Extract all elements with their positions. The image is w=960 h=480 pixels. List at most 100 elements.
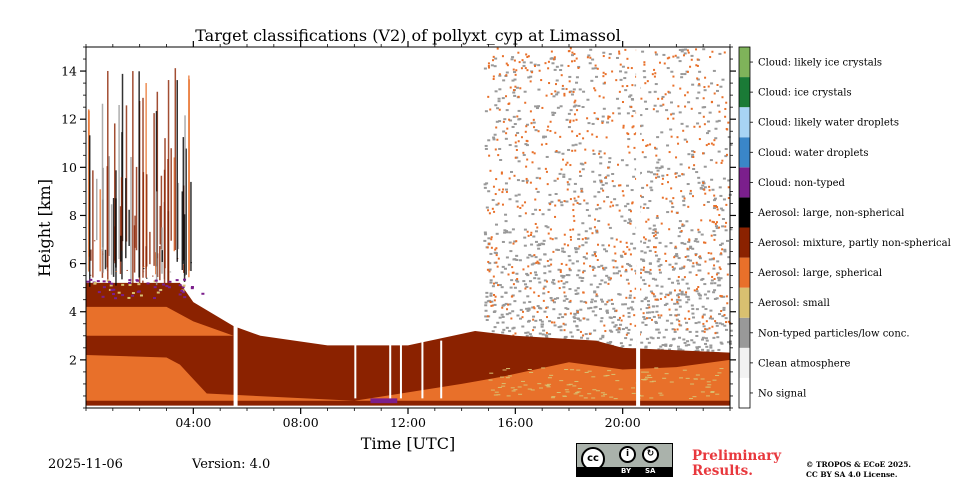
speckle-large-spherical <box>647 218 650 221</box>
column-streak <box>101 103 104 252</box>
speckle-particle <box>706 132 710 135</box>
speckle-large-spherical <box>703 188 706 191</box>
speckle-particle <box>601 183 605 186</box>
speckle-particle <box>522 64 526 67</box>
speckle-small-aerosol <box>609 396 614 398</box>
speckle-particle <box>570 335 574 338</box>
speckle-particle <box>565 200 569 203</box>
speckle-large-spherical <box>611 119 614 122</box>
speckle-particle <box>643 241 647 244</box>
speckle-large-spherical <box>545 94 548 97</box>
speckle-particle <box>515 272 519 275</box>
speckle-particle <box>655 166 659 169</box>
speckle-particle <box>575 324 579 327</box>
speckle-large-spherical <box>628 248 631 251</box>
speckle-particle <box>508 198 512 201</box>
speckle-particle <box>655 53 659 56</box>
speckle-large-spherical <box>553 56 556 59</box>
speckle-large-spherical <box>596 258 599 261</box>
speckle-large-spherical <box>631 84 634 87</box>
speckle-large-spherical <box>505 74 508 77</box>
speckle-particle <box>718 52 722 55</box>
speckle-small-aerosol <box>505 377 510 379</box>
speckle-large-spherical <box>702 152 705 155</box>
speckle-particle <box>704 337 708 340</box>
speckle-large-spherical <box>534 222 537 225</box>
speckle-large-spherical <box>719 294 722 297</box>
speckle-particle <box>505 313 509 316</box>
speckle-particle <box>490 64 494 67</box>
speckle-particle <box>504 302 508 305</box>
speckle-particle <box>647 239 651 242</box>
speckle-particle <box>631 308 635 311</box>
speckle-large-spherical <box>545 307 548 310</box>
speckle-particle <box>645 107 649 110</box>
speckle-particle <box>569 90 573 93</box>
speckle-particle <box>615 97 619 100</box>
speckle-large-spherical <box>695 261 698 264</box>
speckle-particle <box>654 237 658 240</box>
speckle-particle <box>525 285 529 288</box>
speckle-particle <box>648 317 652 320</box>
speckle-large-spherical <box>516 205 519 208</box>
speckle-particle <box>536 244 540 247</box>
speckle-large-spherical <box>711 100 714 103</box>
colorbar-swatch <box>739 167 750 198</box>
speckle-particle <box>678 227 682 230</box>
speckle-particle <box>702 313 706 316</box>
speckle-particle <box>611 321 615 324</box>
speckle-large-spherical <box>654 298 657 301</box>
speckle-particle <box>602 51 606 54</box>
speckle-particle <box>604 266 608 269</box>
speckle-large-spherical <box>497 154 500 157</box>
speckle-small-aerosol <box>719 368 724 370</box>
speckle-large-spherical <box>507 103 510 106</box>
speckle-particle <box>613 198 617 201</box>
speckle-particle <box>665 302 669 305</box>
speckle-large-spherical <box>714 332 717 335</box>
speckle-particle <box>601 120 605 123</box>
speckle-small-aerosol <box>494 391 499 393</box>
speckle-large-spherical <box>495 178 498 181</box>
speckle-large-spherical <box>505 95 508 98</box>
speckle-large-spherical <box>533 126 536 129</box>
speckle-cloud-nontyped <box>121 294 125 297</box>
speckle-particle <box>655 254 659 257</box>
speckle-large-spherical <box>687 205 690 208</box>
speckle-large-spherical <box>495 247 498 250</box>
y-tick-label: 4 <box>69 304 77 319</box>
column-streak <box>176 80 178 262</box>
layer-speckle-large-spherical <box>486 47 731 338</box>
speckle-small-aerosol <box>603 375 608 377</box>
speckle-particle <box>584 241 588 244</box>
speckle-large-spherical <box>629 253 632 256</box>
speckle-small-aerosol <box>717 372 722 374</box>
speckle-large-spherical <box>718 110 721 113</box>
column-streak <box>125 178 127 259</box>
speckle-particle <box>611 172 615 175</box>
speckle-large-spherical <box>606 300 609 303</box>
speckle-particle <box>571 144 575 147</box>
speckle-large-spherical <box>488 154 491 157</box>
speckle-particle <box>528 300 532 303</box>
speckle-large-spherical <box>641 151 644 154</box>
speckle-particle <box>717 279 721 282</box>
speckle-large-spherical <box>594 255 597 258</box>
colorbar-label: No signal <box>758 388 806 399</box>
speckle-particle <box>591 58 595 61</box>
speckle-particle <box>551 62 555 65</box>
speckle-cloud-nontyped <box>110 282 114 285</box>
speckle-large-spherical <box>531 161 534 164</box>
speckle-particle <box>707 290 711 293</box>
column-streak <box>87 109 90 272</box>
speckle-particle <box>654 320 658 323</box>
speckle-large-spherical <box>686 91 689 94</box>
speckle-particle <box>516 314 520 317</box>
speckle-particle <box>601 334 605 337</box>
speckle-particle <box>695 346 699 349</box>
speckle-large-spherical <box>702 322 705 325</box>
speckle-large-spherical <box>662 103 665 106</box>
speckle-large-spherical <box>670 187 673 190</box>
speckle-particle <box>525 307 529 310</box>
speckle-large-spherical <box>524 67 527 70</box>
